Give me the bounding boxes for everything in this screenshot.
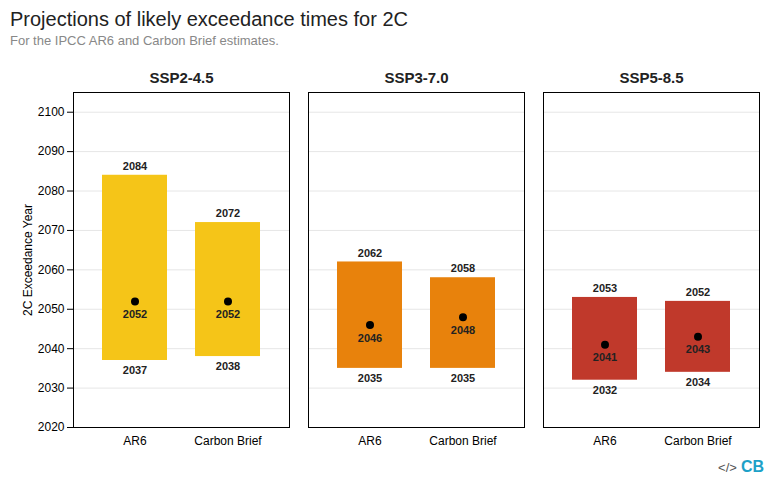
svg-text:2035: 2035 <box>358 372 382 384</box>
svg-text:2020: 2020 <box>38 420 65 434</box>
svg-text:AR6: AR6 <box>593 434 617 448</box>
svg-text:2048: 2048 <box>451 324 475 336</box>
svg-text:2062: 2062 <box>358 246 382 258</box>
svg-text:2032: 2032 <box>593 384 617 396</box>
svg-text:2041: 2041 <box>593 351 617 363</box>
svg-text:2072: 2072 <box>216 207 240 219</box>
svg-text:SSP5-8.5: SSP5-8.5 <box>619 69 683 86</box>
svg-text:2090: 2090 <box>38 144 65 158</box>
svg-text:Carbon Brief: Carbon Brief <box>429 434 497 448</box>
svg-text:2052: 2052 <box>216 308 240 320</box>
svg-text:Carbon Brief: Carbon Brief <box>194 434 262 448</box>
svg-text:2035: 2035 <box>451 372 475 384</box>
svg-text:2C Exceedance Year: 2C Exceedance Year <box>21 204 35 316</box>
svg-text:2046: 2046 <box>358 332 382 344</box>
svg-text:SSP2-4.5: SSP2-4.5 <box>149 69 213 86</box>
svg-text:2037: 2037 <box>123 364 147 376</box>
svg-text:2052: 2052 <box>123 308 147 320</box>
svg-text:2040: 2040 <box>38 342 65 356</box>
svg-text:2080: 2080 <box>38 184 65 198</box>
svg-text:2060: 2060 <box>38 263 65 277</box>
svg-text:2050: 2050 <box>38 302 65 316</box>
html-text:Projections of likely exceedan: Projections of likely exceedance times f… <box>10 8 408 30</box>
svg-text:2070: 2070 <box>38 223 65 237</box>
svg-text:2034: 2034 <box>686 376 711 388</box>
svg-text:AR6: AR6 <box>358 434 382 448</box>
svg-text:Carbon Brief: Carbon Brief <box>664 434 732 448</box>
svg-text:2052: 2052 <box>686 286 710 298</box>
svg-text:2043: 2043 <box>686 343 710 355</box>
svg-text:2058: 2058 <box>451 262 475 274</box>
svg-text:AR6: AR6 <box>123 434 147 448</box>
html-text:For the IPCC AR6 and Carbon Br: For the IPCC AR6 and Carbon Brief estima… <box>10 33 279 48</box>
svg-text:2084: 2084 <box>123 160 148 172</box>
svg-text:2038: 2038 <box>216 360 240 372</box>
svg-text:2100: 2100 <box>38 105 65 119</box>
html-text:</> CB: </> CB <box>718 458 764 475</box>
svg-text:2030: 2030 <box>38 381 65 395</box>
svg-text:2053: 2053 <box>593 282 617 294</box>
svg-text:SSP3-7.0: SSP3-7.0 <box>384 69 448 86</box>
